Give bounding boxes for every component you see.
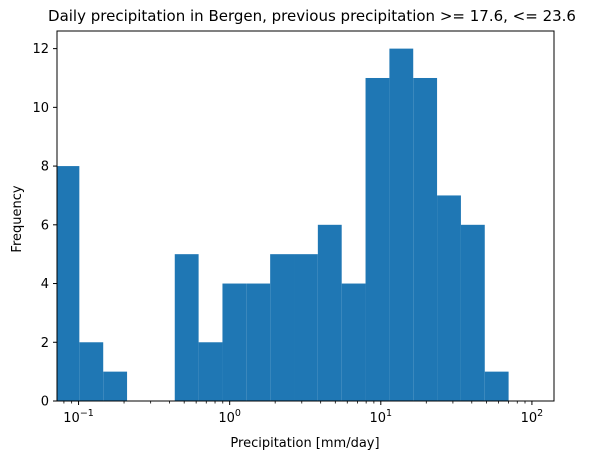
histogram-bar-18 bbox=[484, 371, 509, 401]
histogram-bar-11 bbox=[317, 224, 342, 401]
histogram-bar-9 bbox=[270, 254, 295, 401]
y-tick-label: 8 bbox=[41, 160, 49, 175]
histogram-bar-17 bbox=[460, 224, 485, 401]
y-tick-label: 6 bbox=[41, 218, 49, 233]
histogram-bar-12 bbox=[341, 283, 366, 401]
x-tick-label: 102 bbox=[521, 408, 544, 426]
histogram-bar-10 bbox=[294, 254, 318, 401]
y-tick-label: 12 bbox=[32, 42, 49, 57]
histogram-bar-5 bbox=[174, 254, 199, 401]
chart-title: Daily precipitation in Bergen, previous … bbox=[48, 7, 576, 25]
histogram-bar-2 bbox=[103, 371, 128, 401]
histogram-bar-0 bbox=[57, 166, 80, 401]
axes-group: 0 2 4 6 8 10 12 10−1 100 101 102 bbox=[32, 30, 555, 426]
y-tick-label: 2 bbox=[41, 336, 49, 351]
x-tick-label: 101 bbox=[370, 408, 393, 426]
histogram-bar-6 bbox=[198, 342, 223, 401]
histogram-bar-13 bbox=[365, 77, 390, 401]
histogram-bar-15 bbox=[413, 77, 438, 401]
histogram-bar-16 bbox=[437, 195, 461, 401]
x-axis-label: Precipitation [mm/day] bbox=[230, 436, 379, 451]
histogram-bar-1 bbox=[79, 342, 104, 401]
histogram-bar-8 bbox=[246, 283, 271, 401]
y-tick-label: 10 bbox=[32, 101, 49, 116]
y-tick-label: 0 bbox=[41, 395, 49, 410]
x-tick-label: 10−1 bbox=[63, 408, 94, 426]
plot-frame bbox=[56, 30, 555, 402]
histogram-bar-7 bbox=[222, 283, 247, 401]
bars-group bbox=[57, 48, 509, 401]
y-axis-label: Frequency bbox=[10, 185, 25, 252]
y-tick-label: 4 bbox=[41, 277, 49, 292]
x-tick-label: 100 bbox=[218, 408, 241, 426]
histogram-bar-14 bbox=[389, 48, 414, 401]
